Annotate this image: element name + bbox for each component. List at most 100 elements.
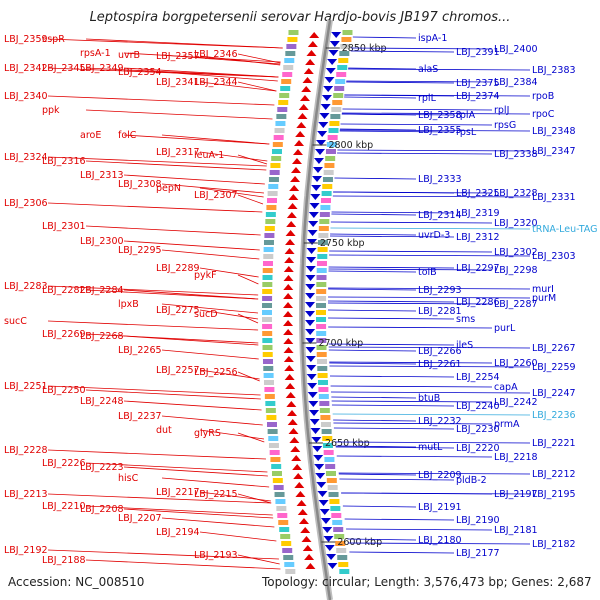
left-gene-leader <box>237 274 259 285</box>
left-gene-leader <box>47 320 259 331</box>
right-feature-block <box>318 233 329 238</box>
right-feature-block <box>328 128 339 133</box>
right-feature-block <box>316 324 327 329</box>
reverse-gene-arrow <box>325 68 336 74</box>
right-feature-block <box>317 366 328 371</box>
left-feature-block <box>279 93 290 98</box>
forward-gene-arrow <box>304 554 315 560</box>
left-feature-block <box>264 233 275 238</box>
right-gene-label: LBJ_2247 <box>532 388 576 399</box>
right-gene-leader <box>328 302 493 305</box>
right-feature-block <box>321 191 332 196</box>
left-gene-label: LBJ_2275 <box>156 305 200 316</box>
left-gene-leader <box>85 389 261 400</box>
right-gene-leader <box>338 473 417 476</box>
left-gene-label: LBJ_2295 <box>118 245 162 256</box>
forward-gene-arrow <box>283 293 294 299</box>
right-gene-label: LBJ_2281 <box>418 306 462 317</box>
right-feature-block <box>318 226 329 231</box>
left-gene-label: sucD <box>194 309 218 320</box>
left-gene-leader <box>199 55 281 66</box>
right-gene-label: LBJ_2191 <box>418 502 462 513</box>
forward-gene-arrow <box>290 167 301 173</box>
right-gene-label: LBJ_2242 <box>494 397 538 408</box>
right-gene-leader <box>329 365 531 368</box>
left-gene-leader <box>123 67 279 78</box>
right-gene-leader <box>328 309 417 312</box>
right-gene-leader <box>339 129 531 132</box>
forward-gene-arrow <box>289 437 300 443</box>
forward-gene-arrow <box>301 536 312 542</box>
reverse-gene-arrow <box>311 437 322 443</box>
right-gene-label: LBJ_2259 <box>532 362 576 373</box>
left-gene-label: LBJ_2324 <box>4 152 48 163</box>
left-gene-label: cspR <box>42 34 65 45</box>
right-gene-leader <box>330 391 531 394</box>
right-gene-label: alaS <box>418 64 438 75</box>
left-gene-label: LBJ_2346 <box>194 49 238 60</box>
left-gene-leader <box>47 493 272 504</box>
left-gene-leader <box>199 187 264 198</box>
left-gene-label: LBJ_2340 <box>4 91 48 102</box>
left-gene-label: LBJ_2269 <box>42 329 86 340</box>
right-gene-label: LBJ_2319 <box>456 208 500 219</box>
reverse-gene-arrow <box>312 167 323 173</box>
left-feature-block <box>284 58 295 63</box>
left-feature-block <box>268 184 279 189</box>
left-gene-leader <box>85 462 268 473</box>
reverse-gene-arrow <box>328 50 339 56</box>
right-gene-label: LBJ_2314 <box>418 210 462 221</box>
right-feature-block <box>342 30 353 35</box>
right-gene-label: LBJ_2293 <box>418 285 462 296</box>
scale-label: 2700 kbp <box>318 338 363 349</box>
left-feature-block <box>267 191 278 196</box>
reverse-gene-arrow <box>305 356 316 362</box>
left-feature-block <box>274 128 285 133</box>
right-gene-label: LBJ_2375 <box>456 78 500 89</box>
forward-gene-arrow <box>284 365 295 371</box>
right-gene-label: LBJ_2195 <box>532 489 576 500</box>
left-gene-leader <box>237 313 259 324</box>
right-gene-label: ispA-1 <box>418 33 447 44</box>
right-feature-block <box>320 198 331 203</box>
left-feature-block <box>263 366 274 371</box>
right-feature-block <box>332 520 343 525</box>
right-feature-block <box>316 359 327 364</box>
left-feature-block <box>282 548 293 553</box>
right-gene-leader <box>340 123 493 126</box>
left-feature-block <box>281 79 292 84</box>
reverse-gene-arrow <box>309 203 320 209</box>
left-feature-block <box>281 541 292 546</box>
right-gene-label: LBJ_2209 <box>418 470 462 481</box>
right-feature-block <box>338 58 349 63</box>
right-gene-label: LBJ_2320 <box>494 218 538 229</box>
left-gene-leader <box>161 415 263 426</box>
left-feature-block <box>276 114 287 119</box>
left-feature-block <box>271 464 282 469</box>
left-feature-block <box>264 387 275 392</box>
right-gene-label: LBJ_2240 <box>456 401 500 412</box>
left-gene-leader <box>199 309 259 320</box>
left-gene-label: LBJ_2210 <box>42 501 86 512</box>
left-gene-leader <box>199 531 277 542</box>
left-feature-block <box>265 408 276 413</box>
forward-gene-arrow <box>283 347 294 353</box>
left-feature-block <box>278 520 289 525</box>
left-feature-block <box>262 289 273 294</box>
right-gene-leader <box>331 400 493 403</box>
forward-gene-arrow <box>293 473 304 479</box>
right-gene-label: rplJ <box>494 105 509 116</box>
right-gene-leader <box>333 422 493 425</box>
right-feature-block <box>333 93 344 98</box>
reverse-gene-arrow <box>312 446 323 452</box>
right-gene-leader <box>330 227 531 230</box>
right-feature-block <box>316 261 327 266</box>
left-gene-label: LBJ_2342 <box>4 63 48 74</box>
reverse-gene-arrow <box>323 86 334 92</box>
forward-gene-arrow <box>283 329 294 335</box>
forward-gene-arrow <box>306 50 317 56</box>
right-gene-leader <box>328 346 531 349</box>
reverse-gene-arrow <box>308 401 319 407</box>
left-gene-label: LBJ_2308 <box>118 179 162 190</box>
forward-gene-arrow <box>297 113 308 119</box>
